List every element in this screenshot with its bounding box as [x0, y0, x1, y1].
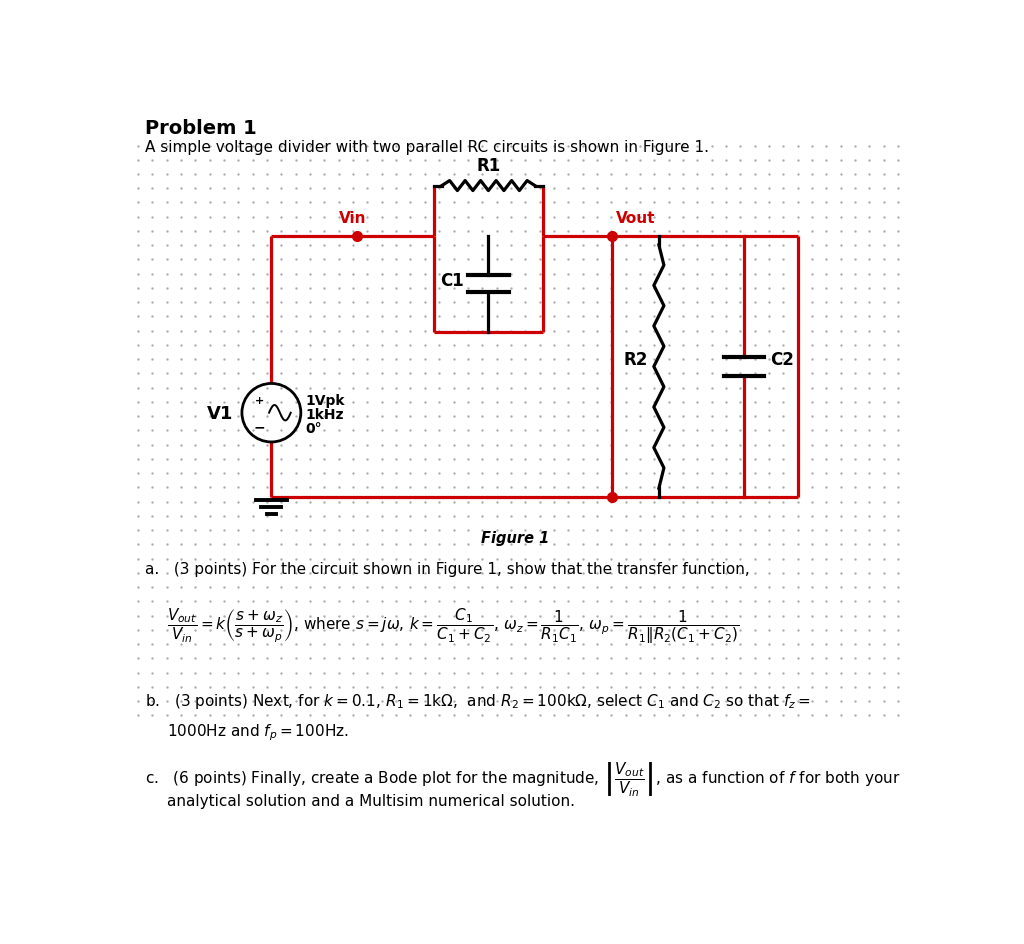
- Text: R1: R1: [476, 157, 501, 175]
- Text: Vin: Vin: [339, 211, 367, 226]
- Text: 1kHz: 1kHz: [305, 408, 344, 422]
- Text: 1000Hz and $f_p = 100$Hz.: 1000Hz and $f_p = 100$Hz.: [167, 722, 348, 742]
- Text: C2: C2: [770, 350, 795, 368]
- Text: A simple voltage divider with two parallel RC circuits is shown in Figure 1.: A simple voltage divider with two parall…: [145, 141, 709, 155]
- Text: C1: C1: [440, 272, 464, 290]
- Text: Problem 1: Problem 1: [145, 119, 257, 138]
- Text: Vout: Vout: [616, 211, 655, 226]
- Text: a.   (3 points) For the circuit shown in Figure 1, show that the transfer functi: a. (3 points) For the circuit shown in F…: [145, 562, 750, 577]
- Text: R2: R2: [624, 350, 648, 368]
- Text: V1: V1: [207, 404, 233, 422]
- Text: −: −: [254, 420, 265, 434]
- Text: c.   (6 points) Finally, create a Bode plot for the magnitude, $\left|\dfrac{V_{: c. (6 points) Finally, create a Bode plo…: [145, 760, 900, 799]
- Text: 1Vpk: 1Vpk: [305, 394, 345, 408]
- Text: Figure 1: Figure 1: [481, 531, 550, 546]
- Text: analytical solution and a Multisim numerical solution.: analytical solution and a Multisim numer…: [167, 793, 574, 808]
- Text: 0°: 0°: [305, 422, 323, 435]
- Text: $\dfrac{V_{out}}{V_{in}} = k\left(\dfrac{s + \omega_z}{s + \omega_p}\right)$, wh: $\dfrac{V_{out}}{V_{in}} = k\left(\dfrac…: [167, 606, 739, 646]
- Text: b.   (3 points) Next, for $k = 0.1,\, R_1 = 1\mathrm{k}\Omega$,  and $R_2 = 100\: b. (3 points) Next, for $k = 0.1,\, R_1 …: [145, 691, 811, 710]
- Text: +: +: [255, 396, 264, 406]
